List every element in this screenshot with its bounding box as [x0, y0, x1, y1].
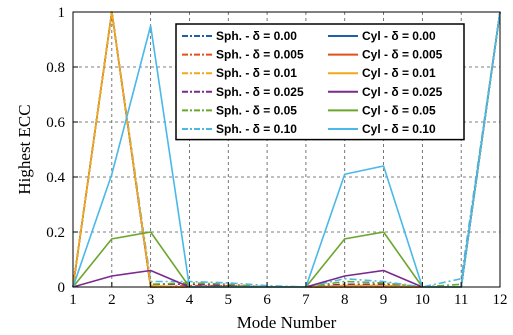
- x-tick-label: 5: [225, 292, 233, 308]
- x-tick-label: 7: [302, 292, 310, 308]
- y-axis-label: Highest ECC: [15, 104, 34, 194]
- x-tick-label: 10: [415, 292, 430, 308]
- x-tick-label: 11: [454, 292, 468, 308]
- legend-label: Sph. - δ = 0.10: [216, 122, 297, 136]
- x-tick-label: 6: [263, 292, 271, 308]
- legend-label: Cyl - δ = 0.05: [362, 103, 436, 117]
- x-tick-label: 1: [69, 292, 77, 308]
- plot-frame: [72, 11, 501, 288]
- y-tick-label: 0: [58, 280, 66, 296]
- x-tick-label: 9: [380, 292, 388, 308]
- x-tick-label: 8: [341, 292, 349, 308]
- x-tick-label: 4: [186, 292, 194, 308]
- y-tick-label: 0.6: [46, 115, 65, 131]
- legend-label: Sph. - δ = 0.005: [216, 48, 304, 62]
- legend-label: Sph. - δ = 0.025: [216, 85, 304, 99]
- legend-label: Cyl - δ = 0.00: [362, 29, 436, 43]
- legend-label: Sph. - δ = 0.05: [216, 103, 297, 117]
- legend-label: Cyl - δ = 0.005: [362, 48, 443, 62]
- legend-label: Cyl - δ = 0.025: [362, 85, 443, 99]
- legend: Sph. - δ = 0.00 Sph. - δ = 0.005 Sph. - δ …: [175, 23, 465, 141]
- legend-label: Cyl - δ = 0.10: [362, 122, 436, 136]
- legend-label: Cyl - δ = 0.01: [362, 66, 436, 80]
- y-tick-label: 0.2: [46, 225, 65, 241]
- x-axis-label: Mode Number: [237, 313, 337, 332]
- y-tick-label: 1: [58, 5, 66, 21]
- legend-label: Sph. - δ = 0.01: [216, 66, 297, 80]
- x-tick-label: 2: [108, 292, 116, 308]
- x-tick-label: 12: [493, 292, 508, 308]
- x-tick-label: 3: [147, 292, 155, 308]
- legend-label: Sph. - δ = 0.00: [216, 29, 297, 43]
- y-tick-label: 0.8: [46, 60, 65, 76]
- y-tick-label: 0.4: [46, 170, 65, 186]
- legend-box: [175, 23, 465, 141]
